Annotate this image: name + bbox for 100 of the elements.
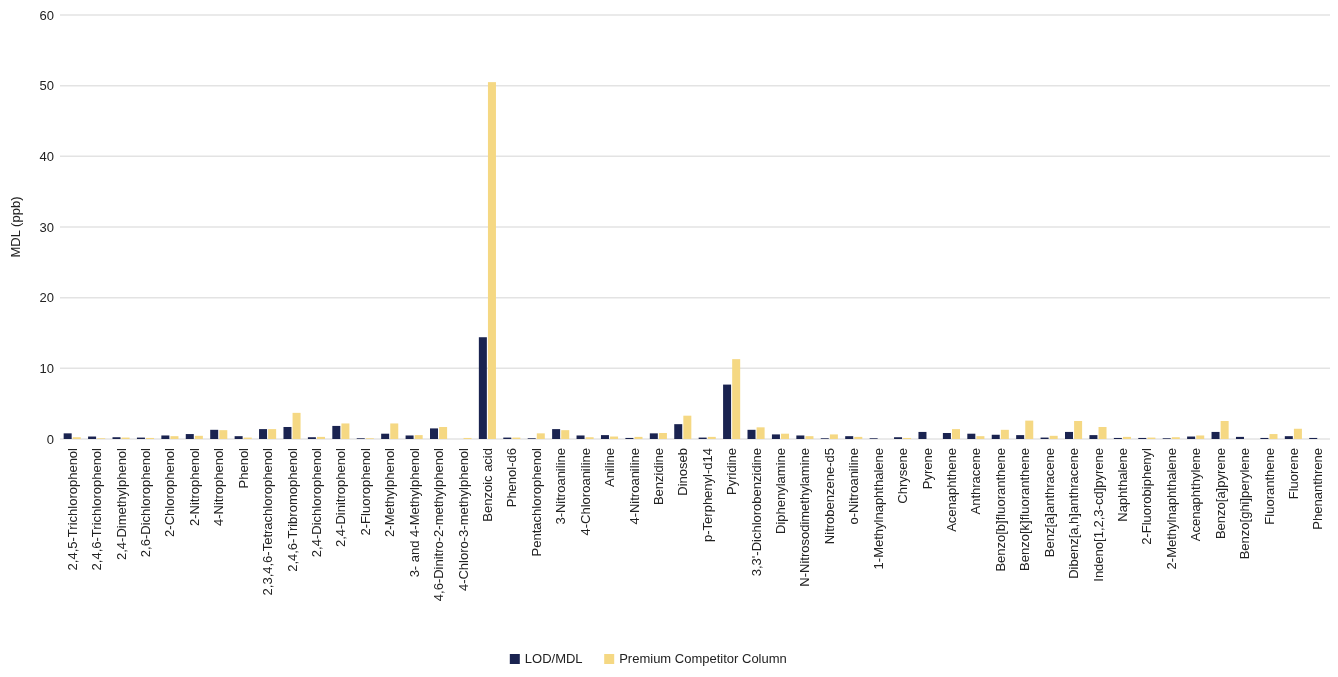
x-tick-label: 4-Chloro-3-methylphenol <box>455 447 471 592</box>
bar <box>1293 428 1302 439</box>
bar <box>439 426 448 439</box>
bar <box>796 435 805 439</box>
x-tick-label: 2,4,5-Trichlorophenol <box>64 447 80 571</box>
x-tick-label: 2,4,6-Trichlorophenol <box>89 447 105 571</box>
bar <box>747 429 756 439</box>
x-tick-label: 2,4-Dichlorophenol <box>308 447 324 558</box>
bar <box>829 434 838 439</box>
bar <box>194 435 203 439</box>
bar <box>536 433 545 439</box>
bar <box>1025 420 1034 439</box>
x-tick-label: Indeno[1,2,3-cd]pyrene <box>1090 448 1106 582</box>
x-tick-label: Benzo[k]fluoranthene <box>1017 448 1033 571</box>
bar <box>845 436 854 439</box>
y-tick-label: 10 <box>39 360 54 376</box>
bar <box>316 436 325 439</box>
x-tick-label: 2,3,4,6-Tetrachlorophenol <box>260 447 276 596</box>
bar <box>478 337 487 439</box>
x-tick-label: Phenol <box>235 447 251 489</box>
bar <box>1211 431 1220 439</box>
x-tick-label: Acenaphthene <box>943 448 959 532</box>
bar <box>1235 436 1244 439</box>
bar <box>1089 435 1098 439</box>
x-tick-label: 2-Chlorophenol <box>162 447 178 537</box>
bar <box>649 433 658 439</box>
bar <box>1000 429 1009 439</box>
x-tick-label: 3-Nitroaniline <box>553 448 569 525</box>
bar <box>967 433 976 439</box>
bar <box>430 428 439 439</box>
bar <box>576 435 585 439</box>
bar <box>1074 420 1083 439</box>
bar <box>390 423 399 439</box>
bar <box>805 436 814 439</box>
bar <box>552 429 561 439</box>
x-tick-label: Benzo[a]pyrene <box>1212 448 1228 540</box>
x-tick-label: Aniline <box>602 448 618 488</box>
x-tick-label: Benzo[ghi]perylene <box>1237 448 1253 560</box>
bar <box>283 426 292 439</box>
bar <box>976 436 985 439</box>
x-tick-label: Phenanthrene <box>1310 448 1326 530</box>
x-tick-label: 2-Methylnaphthalene <box>1163 448 1179 570</box>
bar <box>185 434 194 439</box>
bar <box>1065 431 1074 439</box>
bar <box>1049 435 1058 439</box>
x-tick-label: Fluoranthene <box>1261 448 1277 525</box>
bar <box>1122 436 1131 439</box>
x-tick-label: Dinoseb <box>675 448 691 496</box>
bar <box>341 423 350 439</box>
bar <box>918 431 927 439</box>
x-tick-label: 2-Nitrophenol <box>186 447 202 527</box>
bar <box>600 435 609 439</box>
bar <box>170 436 179 439</box>
bar <box>683 415 692 439</box>
bar <box>951 429 960 439</box>
x-tick-label: 1-Methylnaphthalene <box>870 448 886 570</box>
x-tick-label: 2,4-Dinitrophenol <box>333 447 349 548</box>
bar <box>942 432 951 439</box>
x-tick-label: 2,4,6-Tribromophenol <box>284 447 300 572</box>
bar <box>723 384 732 439</box>
bar <box>1098 426 1107 439</box>
x-tick-label: 4,6-Dinitro-2-methylphenol <box>431 447 447 602</box>
x-tick-label: 2,6-Dichlorophenol <box>138 447 154 558</box>
y-tick-label: 0 <box>46 431 54 447</box>
x-tick-label: Nitrobenzene-d5 <box>821 448 837 545</box>
x-tick-label: 4-Nitrophenol <box>211 447 227 527</box>
bar <box>405 435 414 439</box>
x-tick-label: Benzo[b]fluoranthene <box>992 448 1008 572</box>
bar <box>487 82 496 439</box>
x-tick-label: 3- and 4-Methylphenol <box>406 447 422 578</box>
legend-label: LOD/MDL <box>524 651 583 666</box>
x-tick-label: Naphthalene <box>1114 448 1130 522</box>
bar <box>414 435 423 439</box>
bar <box>292 412 301 439</box>
x-tick-label: Fluorene <box>1285 448 1301 500</box>
bar <box>234 436 243 439</box>
x-tick-label: o-Nitroaniline <box>846 448 862 525</box>
y-tick-label: 60 <box>39 7 54 23</box>
bar <box>1284 436 1293 439</box>
x-tick-label: Phenol-d6 <box>504 448 520 508</box>
bar <box>991 434 1000 439</box>
x-tick-label: Chrysene <box>895 448 911 504</box>
x-tick-label: Pyrene <box>919 448 935 490</box>
bar <box>1016 435 1025 439</box>
x-tick-label: Anthracene <box>968 448 984 515</box>
bar <box>561 430 570 439</box>
x-tick-label: 2-Fluorobiphenyl <box>1139 447 1155 545</box>
bar <box>210 429 219 439</box>
x-tick-label: 3,3'-Dichlorobenzidine <box>748 448 764 577</box>
bar <box>381 433 390 439</box>
x-tick-label: 2-Methylphenol <box>382 447 398 537</box>
bar <box>332 425 341 439</box>
x-tick-label: Benzoic acid <box>479 448 495 522</box>
bar <box>707 436 716 439</box>
x-tick-label: p-Terphenyl-d14 <box>699 448 715 542</box>
bar <box>732 359 741 439</box>
x-tick-label: N-Nitrosodimethylamine <box>797 448 813 587</box>
y-tick-label: 30 <box>39 219 54 235</box>
x-tick-label: Pentachlorophenol <box>528 447 544 557</box>
legend-label: Premium Competitor Column <box>619 651 787 666</box>
